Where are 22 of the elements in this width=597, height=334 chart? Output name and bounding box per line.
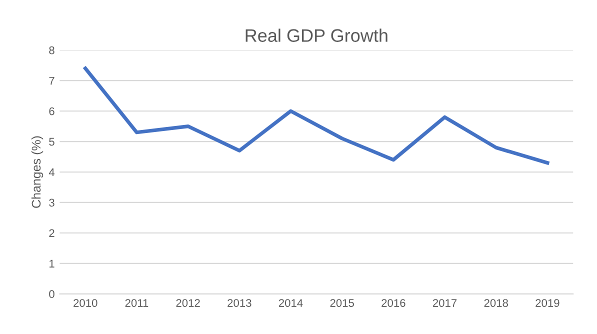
y-tick-label: 8 xyxy=(49,46,54,54)
x-tick-label: 2010 xyxy=(74,299,98,307)
x-tick-label: 2012 xyxy=(176,299,200,307)
x-tick-label: 2011 xyxy=(125,299,148,307)
x-tick-label: 2017 xyxy=(432,299,457,307)
y-tick-label: 5 xyxy=(49,138,54,146)
x-tick-label: 2016 xyxy=(382,299,406,307)
y-tick-label: 0 xyxy=(49,290,54,298)
x-tick-label: 2014 xyxy=(278,299,303,307)
x-tick-label: 2019 xyxy=(536,299,560,307)
chart-title: Real GDP Growth xyxy=(246,28,388,42)
y-tick-label: 4 xyxy=(48,168,55,176)
x-tick-label: 2018 xyxy=(484,299,508,307)
y-tick-label: 6 xyxy=(49,107,54,116)
y-tick-label: 2 xyxy=(49,229,54,237)
line-series xyxy=(84,66,550,165)
x-tick-label: 2013 xyxy=(228,299,252,307)
y-axis-title: Changes (%) xyxy=(31,136,44,208)
y-tick-label: 3 xyxy=(49,198,54,207)
x-tick-label: 2015 xyxy=(330,299,354,307)
y-tick-label: 7 xyxy=(49,76,54,85)
y-tick-label: 1 xyxy=(50,260,54,268)
